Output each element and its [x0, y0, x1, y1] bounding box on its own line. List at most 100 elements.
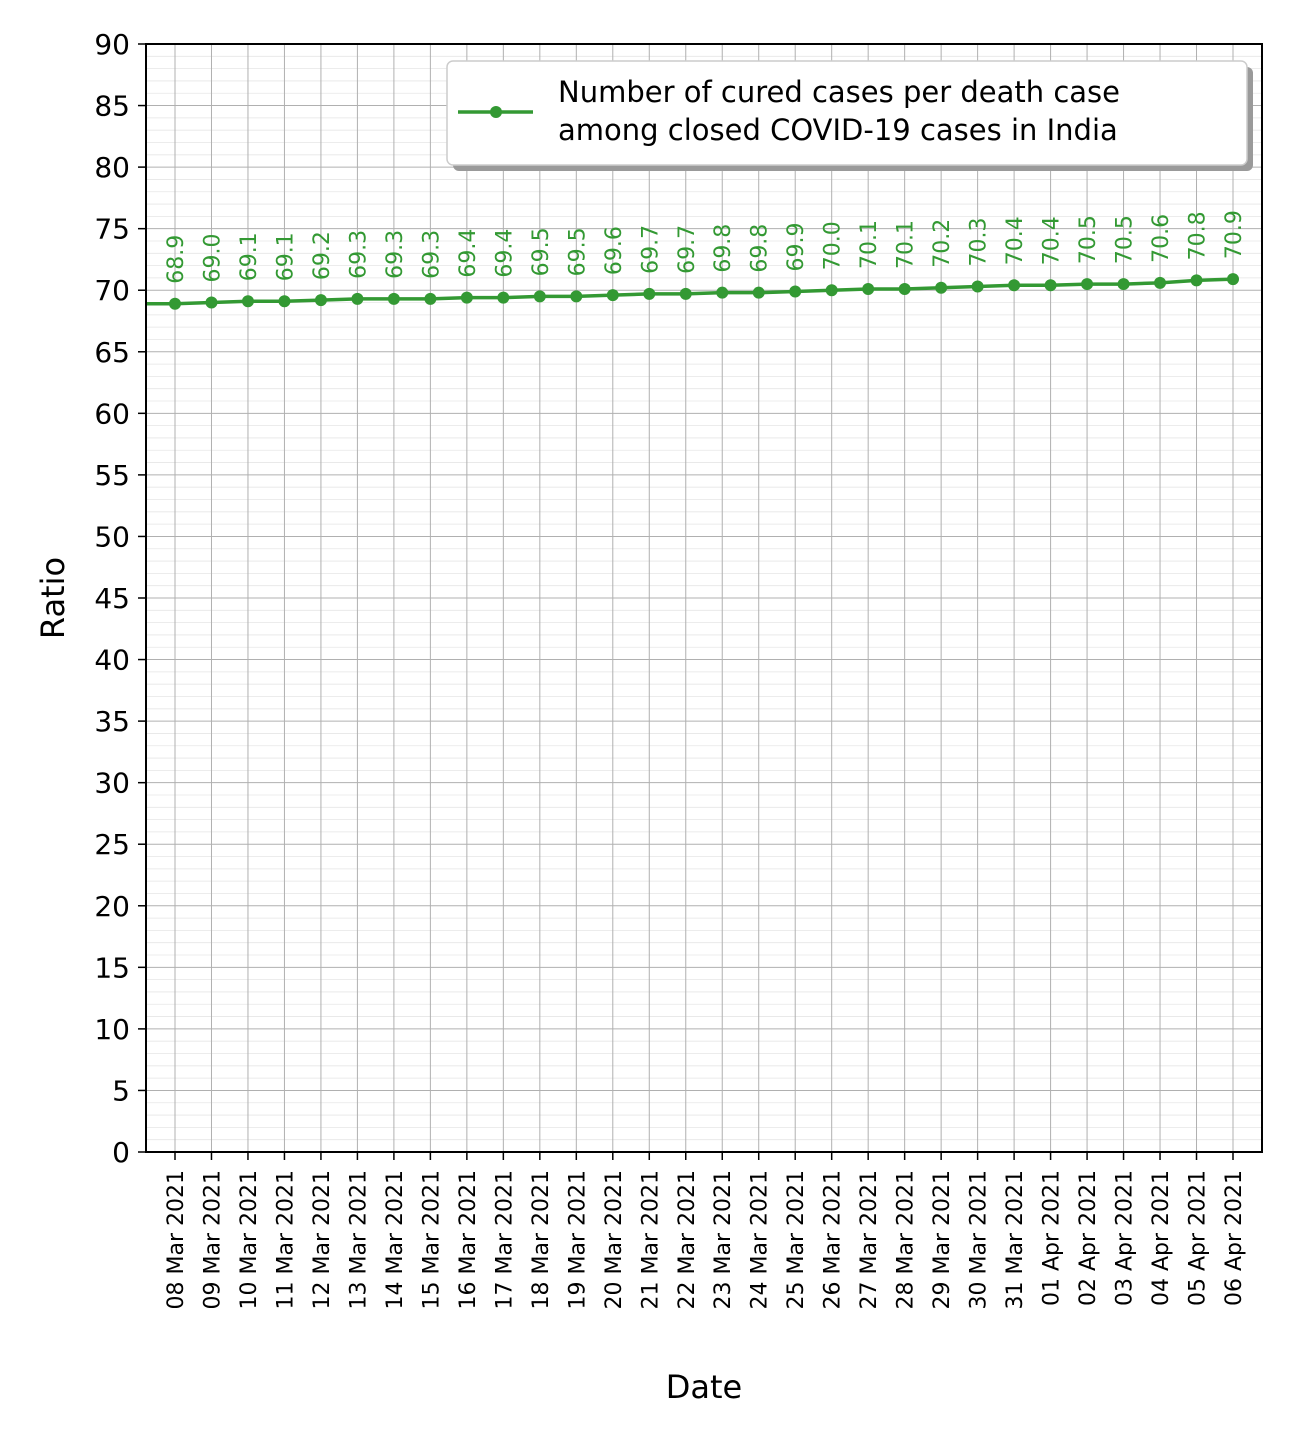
data-point	[898, 282, 911, 295]
y-tick-label: 25	[94, 828, 130, 861]
data-label: 69.4	[492, 229, 517, 278]
y-tick-label: 5	[112, 1074, 130, 1107]
y-tick-label: 10	[94, 1013, 130, 1046]
data-point	[825, 284, 838, 297]
data-point	[1154, 276, 1167, 289]
data-label: 69.1	[237, 232, 262, 281]
data-point	[1227, 273, 1239, 286]
legend-marker	[490, 106, 502, 118]
data-point	[971, 280, 984, 293]
y-tick-label: 75	[94, 213, 130, 246]
x-tick-label: 28 Mar 2021	[894, 1170, 919, 1309]
x-tick-label: 01 Apr 2021	[1040, 1170, 1065, 1306]
major-grid	[146, 43, 1262, 1153]
x-tick-label: 10 Mar 2021	[237, 1170, 262, 1309]
data-point	[862, 282, 875, 295]
data-label: 70.4	[1003, 216, 1028, 265]
legend: Number of cured cases per death case amon…	[446, 60, 1253, 171]
y-axis-label: Ratio	[34, 557, 72, 639]
x-tick-label: 31 Mar 2021	[1003, 1170, 1028, 1309]
data-label: 69.7	[675, 225, 700, 274]
data-label: 70.1	[894, 220, 919, 269]
x-tick-label: 19 Mar 2021	[565, 1170, 590, 1309]
data-point	[1008, 279, 1021, 292]
y-tick-label: 90	[94, 28, 130, 61]
y-tick-label: 55	[94, 459, 130, 492]
data-label: 69.8	[711, 224, 736, 273]
x-tick-label: 25 Mar 2021	[784, 1170, 809, 1309]
data-label: 70.2	[930, 219, 955, 268]
y-tick-label: 70	[94, 274, 130, 307]
data-label: 70.5	[1076, 215, 1101, 264]
x-tick-label: 29 Mar 2021	[930, 1170, 955, 1309]
data-label: 69.5	[529, 227, 554, 276]
y-tick-label: 0	[112, 1136, 130, 1169]
data-label: 69.2	[310, 231, 335, 280]
x-axis-label: Date	[666, 1368, 742, 1406]
data-point	[533, 290, 546, 303]
y-tick-label: 15	[94, 951, 130, 984]
data-point	[424, 292, 437, 305]
data-label: 70.9	[1222, 210, 1247, 259]
data-label: 70.8	[1186, 211, 1211, 260]
data-point	[278, 295, 291, 308]
x-tick-label: 16 Mar 2021	[456, 1170, 481, 1309]
x-tick-label: 13 Mar 2021	[346, 1170, 371, 1309]
x-tick-label: 27 Mar 2021	[857, 1170, 882, 1309]
data-label: 70.6	[1149, 214, 1174, 263]
legend-label-line-2: among closed COVID-19 cases in India	[558, 113, 1118, 147]
x-tick-label: 30 Mar 2021	[967, 1170, 992, 1309]
x-tick-label: 24 Mar 2021	[748, 1170, 773, 1309]
data-point	[752, 286, 765, 299]
y-tick-label: 50	[94, 520, 130, 553]
data-point	[1117, 278, 1130, 291]
x-tick-label: 18 Mar 2021	[529, 1170, 554, 1309]
data-point	[935, 281, 948, 294]
y-tick-label: 30	[94, 767, 130, 800]
data-point	[460, 291, 473, 304]
data-point	[606, 289, 619, 302]
data-label: 69.6	[602, 226, 627, 275]
x-tick-label: 04 Apr 2021	[1149, 1170, 1174, 1306]
x-tick-label: 23 Mar 2021	[711, 1170, 736, 1309]
data-label: 69.8	[748, 224, 773, 273]
y-tick-label: 40	[94, 644, 130, 677]
data-point	[351, 292, 364, 305]
x-tick-label: 08 Mar 2021	[164, 1170, 189, 1309]
data-label: 69.4	[456, 229, 481, 278]
y-tick-label: 85	[94, 90, 130, 123]
data-point	[387, 292, 400, 305]
legend-label-line-1: Number of cured cases per death case	[558, 75, 1120, 109]
data-point	[789, 285, 802, 298]
x-tick-label: 09 Mar 2021	[200, 1170, 225, 1309]
data-point	[716, 286, 729, 299]
data-label: 69.3	[346, 230, 371, 279]
x-axis-ticks: 08 Mar 2021 09 Mar 2021 10 Mar 2021 11 Mar …	[164, 1152, 1247, 1309]
data-point	[205, 296, 218, 309]
y-tick-label: 35	[94, 705, 130, 738]
x-tick-label: 03 Apr 2021	[1113, 1170, 1138, 1306]
minor-grid	[146, 55, 1262, 1141]
y-tick-label: 45	[94, 582, 130, 615]
x-tick-label: 14 Mar 2021	[383, 1170, 408, 1309]
x-tick-label: 22 Mar 2021	[675, 1170, 700, 1309]
data-label: 70.1	[857, 220, 882, 269]
data-label: 69.9	[784, 222, 809, 271]
data-label: 69.7	[638, 225, 663, 274]
x-tick-label: 12 Mar 2021	[310, 1170, 335, 1309]
x-tick-label: 02 Apr 2021	[1076, 1170, 1101, 1306]
x-tick-label: 21 Mar 2021	[638, 1170, 663, 1309]
x-tick-label: 06 Apr 2021	[1222, 1170, 1247, 1306]
y-tick-label: 80	[94, 151, 130, 184]
data-labels: 68.9 69.0 69.1 69.1 69.2 69.3 69.3 69.3 69.4 69.4…	[164, 210, 1247, 284]
x-tick-label: 05 Apr 2021	[1186, 1170, 1211, 1306]
data-point	[1190, 274, 1203, 287]
data-label: 69.5	[565, 227, 590, 276]
data-label: 70.0	[821, 221, 846, 270]
data-label: 70.3	[967, 218, 992, 267]
data-point	[643, 287, 656, 300]
data-point	[1044, 279, 1057, 292]
data-point	[241, 295, 254, 308]
data-point	[497, 291, 510, 304]
